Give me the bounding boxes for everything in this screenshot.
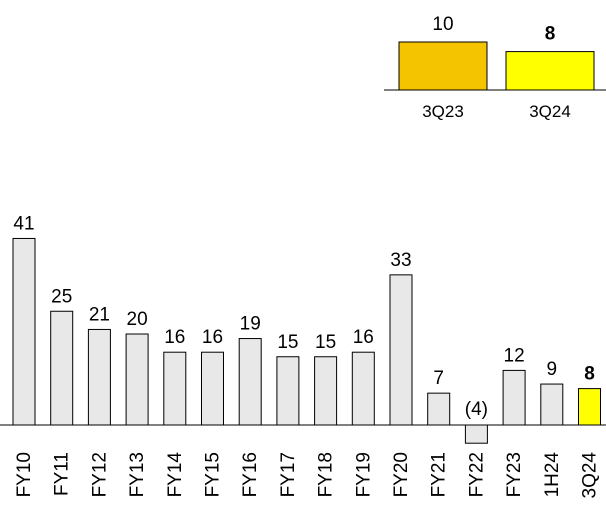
top-value-label: 8 bbox=[545, 24, 556, 45]
category-label: FY10 bbox=[14, 452, 35, 497]
bar-FY18 bbox=[314, 356, 338, 426]
top-bar-3Q24 bbox=[505, 51, 595, 91]
bar-FY14 bbox=[163, 351, 187, 426]
category-label: FY11 bbox=[52, 452, 73, 496]
value-label: 20 bbox=[127, 309, 148, 330]
category-label: FY20 bbox=[391, 452, 412, 497]
category-label: FY21 bbox=[429, 452, 450, 497]
bar-FY19 bbox=[351, 351, 375, 426]
bar-FY10 bbox=[12, 237, 36, 426]
value-label: 33 bbox=[390, 250, 411, 271]
bar-FY17 bbox=[276, 356, 300, 426]
category-label: FY19 bbox=[353, 452, 374, 497]
value-label: 21 bbox=[89, 304, 110, 325]
value-label: 15 bbox=[315, 332, 336, 353]
bar-FY15 bbox=[201, 351, 224, 426]
category-label: FY18 bbox=[316, 452, 337, 497]
category-label: FY23 bbox=[504, 452, 525, 497]
bar-FY13 bbox=[125, 333, 149, 426]
bar-FY22 bbox=[464, 424, 488, 444]
category-label: FY22 bbox=[466, 452, 487, 497]
category-label: 3Q24 bbox=[580, 452, 601, 499]
category-label: 1H24 bbox=[542, 452, 563, 498]
bar-1H24 bbox=[540, 383, 564, 426]
value-label: 16 bbox=[202, 327, 223, 348]
main-chart: 41 FY10 25 FY11 21 FY12 20 FY13 16 FY14 16 FY15 19 FY… bbox=[0, 213, 606, 498]
category-label: FY17 bbox=[278, 452, 299, 497]
value-label: 16 bbox=[164, 327, 185, 348]
category-label: FY12 bbox=[89, 452, 110, 497]
value-label: 12 bbox=[504, 345, 525, 366]
category-label: FY13 bbox=[127, 452, 148, 497]
top-chart: 10 3Q23 8 3Q24 bbox=[384, 14, 606, 121]
value-label: 8 bbox=[584, 364, 595, 385]
value-label: 41 bbox=[13, 213, 34, 234]
value-label: 19 bbox=[240, 314, 261, 335]
bar-FY20 bbox=[389, 274, 413, 426]
value-label: (4) bbox=[465, 399, 488, 420]
top-category-label: 3Q24 bbox=[529, 102, 571, 121]
value-label: 7 bbox=[433, 368, 444, 389]
value-label: 15 bbox=[277, 332, 298, 353]
category-label: FY14 bbox=[165, 452, 186, 498]
bar-FY11 bbox=[50, 310, 74, 426]
bar-FY21 bbox=[427, 392, 451, 426]
value-label: 16 bbox=[353, 327, 374, 348]
bar-FY23 bbox=[502, 369, 526, 426]
category-label: FY16 bbox=[240, 452, 261, 497]
top-value-label: 10 bbox=[432, 14, 453, 35]
value-label: 9 bbox=[547, 359, 558, 380]
top-bar-3Q23 bbox=[398, 41, 488, 91]
category-label: FY15 bbox=[203, 452, 224, 497]
top-category-label: 3Q23 bbox=[422, 102, 464, 121]
bar-FY16 bbox=[238, 338, 262, 426]
value-label: 25 bbox=[51, 286, 72, 307]
bar-FY12 bbox=[87, 328, 111, 426]
bar-3Q24 bbox=[578, 388, 601, 426]
